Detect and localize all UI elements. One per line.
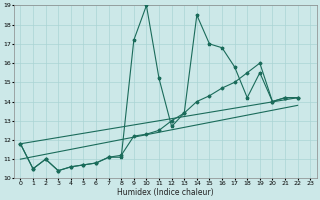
X-axis label: Humidex (Indice chaleur): Humidex (Indice chaleur) (117, 188, 214, 197)
